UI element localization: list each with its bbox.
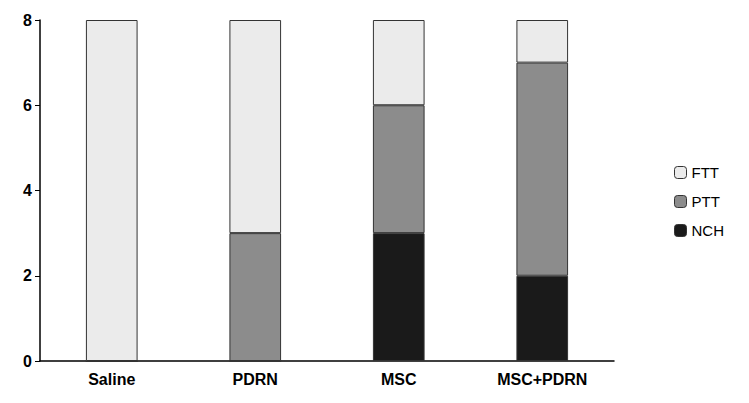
svg-text:MSC+PDRN: MSC+PDRN xyxy=(497,371,587,388)
svg-text:2: 2 xyxy=(23,267,32,284)
svg-text:FTT: FTT xyxy=(692,164,720,181)
svg-text:4: 4 xyxy=(23,182,32,199)
svg-text:6: 6 xyxy=(23,97,32,114)
svg-text:8: 8 xyxy=(23,12,32,29)
svg-text:NCH: NCH xyxy=(692,222,725,239)
svg-text:0: 0 xyxy=(23,353,32,370)
svg-text:PTT: PTT xyxy=(692,193,720,210)
svg-text:MSC: MSC xyxy=(381,371,417,388)
svg-text:PDRN: PDRN xyxy=(233,371,278,388)
svg-text:Saline: Saline xyxy=(88,371,135,388)
